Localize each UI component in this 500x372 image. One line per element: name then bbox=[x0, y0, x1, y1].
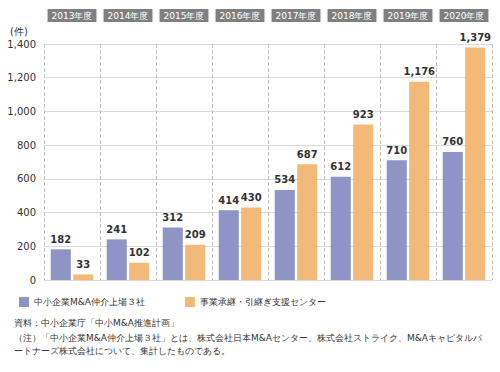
svg-text:600: 600 bbox=[17, 173, 36, 184]
svg-text:1,379: 1,379 bbox=[459, 32, 491, 43]
svg-text:2018年度: 2018年度 bbox=[332, 11, 373, 21]
svg-text:200: 200 bbox=[17, 241, 36, 252]
svg-text:1,200: 1,200 bbox=[7, 72, 36, 83]
svg-text:1,176: 1,176 bbox=[403, 66, 435, 77]
svg-text:2013年度: 2013年度 bbox=[52, 11, 93, 21]
svg-text:312: 312 bbox=[162, 212, 183, 223]
svg-text:414: 414 bbox=[218, 195, 239, 206]
svg-text:2014年度: 2014年度 bbox=[108, 11, 149, 21]
svg-text:事業承継・引継ぎ支援センター: 事業承継・引継ぎ支援センター bbox=[200, 297, 326, 307]
svg-text:中小企業M&A仲介上場３社: 中小企業M&A仲介上場３社 bbox=[34, 297, 145, 307]
svg-text:2015年度: 2015年度 bbox=[164, 11, 205, 21]
svg-text:430: 430 bbox=[241, 192, 262, 203]
svg-text:（注）「中小企業M&A仲介上場３社」とは、株式会社日本M&A: （注）「中小企業M&A仲介上場３社」とは、株式会社日本M&Aセンター、株式会社ス… bbox=[14, 333, 483, 343]
svg-text:400: 400 bbox=[17, 207, 36, 218]
svg-text:760: 760 bbox=[442, 136, 463, 147]
svg-text:ートナーズ株式会社について、集計したものである。: ートナーズ株式会社について、集計したものである。 bbox=[14, 346, 230, 356]
svg-text:1,400: 1,400 bbox=[7, 39, 36, 50]
svg-text:182: 182 bbox=[50, 234, 71, 245]
svg-text:710: 710 bbox=[386, 145, 407, 156]
svg-text:2017年度: 2017年度 bbox=[276, 11, 317, 21]
svg-text:2019年度: 2019年度 bbox=[388, 11, 429, 21]
svg-text:209: 209 bbox=[185, 229, 206, 240]
svg-text:241: 241 bbox=[106, 224, 127, 235]
svg-text:資料：中小企業庁「中小M&A推進計画」: 資料：中小企業庁「中小M&A推進計画」 bbox=[14, 318, 179, 328]
svg-text:(件): (件) bbox=[10, 26, 28, 37]
svg-text:612: 612 bbox=[330, 161, 351, 172]
svg-text:33: 33 bbox=[76, 259, 90, 270]
svg-text:687: 687 bbox=[297, 149, 318, 160]
svg-text:2016年度: 2016年度 bbox=[220, 11, 261, 21]
svg-text:1,000: 1,000 bbox=[7, 106, 36, 117]
svg-text:2020年度: 2020年度 bbox=[444, 11, 485, 21]
svg-text:102: 102 bbox=[129, 247, 150, 258]
svg-text:0: 0 bbox=[30, 275, 36, 286]
svg-text:800: 800 bbox=[17, 140, 36, 151]
svg-text:534: 534 bbox=[274, 174, 295, 185]
svg-text:923: 923 bbox=[353, 109, 374, 120]
